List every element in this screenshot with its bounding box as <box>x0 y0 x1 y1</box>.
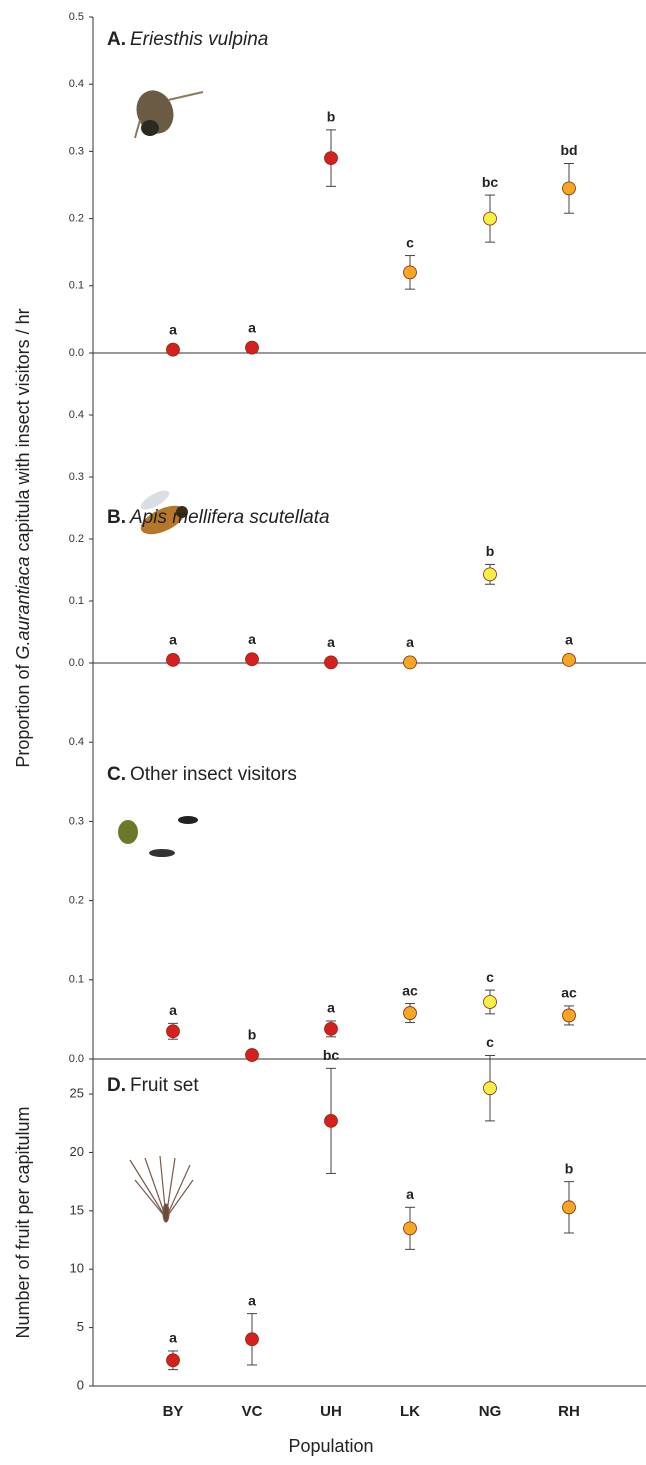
significance-letter: a <box>248 631 256 647</box>
point <box>245 1332 259 1347</box>
panel-title-text: Fruit set <box>130 1075 199 1096</box>
panel-title-text: Other insect visitors <box>130 764 297 785</box>
significance-letter: a <box>327 1000 335 1016</box>
x-tick-label: UH <box>320 1403 342 1420</box>
y-tick-label: 10 <box>70 1261 84 1276</box>
point <box>403 265 417 280</box>
x-tick-label: VC <box>242 1403 263 1420</box>
point <box>324 1022 338 1036</box>
significance-letter: b <box>327 109 336 125</box>
y-tick-label: 0.0 <box>69 1053 84 1065</box>
y-tick-label: 0.1 <box>69 280 84 292</box>
point <box>166 1353 180 1368</box>
significance-letter: b <box>486 543 495 559</box>
significance-letter: a <box>169 1330 177 1346</box>
point <box>562 181 576 196</box>
y-tick-label: 0.4 <box>69 736 84 748</box>
significance-letter: a <box>406 634 414 650</box>
panel-label: B. <box>107 507 126 528</box>
point <box>324 655 338 670</box>
significance-letter: a <box>248 1292 256 1308</box>
y-tick-label: 0.0 <box>69 657 84 669</box>
y-tick-label: 0.3 <box>69 815 84 827</box>
point <box>324 1113 338 1128</box>
y-tick-label: 20 <box>70 1144 84 1159</box>
panel-title-text: Eriesthis vulpina <box>130 29 268 50</box>
y-tick-label: 0.3 <box>69 145 84 157</box>
point <box>562 653 576 667</box>
y-tick-label: 0.5 <box>69 11 84 23</box>
x-tick-label: RH <box>558 1403 580 1420</box>
significance-letter: b <box>565 1160 574 1176</box>
point <box>403 1006 417 1020</box>
y-tick-label: 0.4 <box>69 409 84 421</box>
y-axis-label-part: G.aurantiaca <box>13 556 33 659</box>
point <box>483 995 497 1009</box>
x-tick-label: NG <box>479 1403 502 1420</box>
point <box>562 1200 576 1215</box>
x-tick-label: LK <box>400 1403 420 1420</box>
significance-letter: bd <box>560 142 577 158</box>
significance-letter: a <box>406 1186 414 1202</box>
y-tick-label: 0.2 <box>69 213 84 225</box>
y-axis-label: Proportion of G.aurantiaca capitula with… <box>13 308 33 767</box>
significance-letter: bc <box>323 1047 340 1063</box>
point <box>483 211 497 226</box>
y-tick-label: 0.3 <box>69 471 84 483</box>
significance-letter: b <box>248 1027 257 1043</box>
y-tick-label: 0.4 <box>69 78 84 90</box>
bee-icon <box>140 490 188 535</box>
y-tick-label: 0.2 <box>69 533 84 545</box>
significance-letter: a <box>169 632 177 648</box>
significance-letter: a <box>327 634 335 650</box>
significance-letter: ac <box>561 985 577 1001</box>
point <box>166 1024 180 1039</box>
seed-icon <box>129 1155 194 1223</box>
panel-title: C. Other insect visitors <box>107 764 297 785</box>
significance-letter: a <box>169 321 177 337</box>
significance-letter: c <box>486 969 494 985</box>
point <box>562 1008 576 1023</box>
y-tick-label: 5 <box>77 1319 84 1334</box>
y-tick-label: 0.1 <box>69 595 84 607</box>
significance-letter: c <box>486 1034 494 1050</box>
point <box>245 652 259 667</box>
significance-letter: a <box>565 632 573 648</box>
point <box>166 342 180 357</box>
x-tick-label: BY <box>163 1403 184 1420</box>
point <box>483 567 497 582</box>
y-tick-label: 15 <box>70 1202 84 1217</box>
point <box>324 151 338 166</box>
point <box>245 340 259 355</box>
significance-letter: ac <box>402 982 418 998</box>
y-tick-label: 0 <box>77 1377 84 1392</box>
panel-title: A. Eriesthis vulpina <box>107 29 268 50</box>
y-axis-label-part: Proportion of <box>13 660 33 768</box>
significance-letter: c <box>406 234 414 250</box>
point <box>245 1048 259 1062</box>
significance-letter: a <box>248 319 256 335</box>
panel-title: D. Fruit set <box>107 1075 199 1096</box>
point <box>403 655 417 670</box>
y-tick-label: 0.0 <box>69 347 84 359</box>
point <box>403 1221 417 1236</box>
panel-label: A. <box>107 29 126 50</box>
beetle-icon <box>134 90 204 139</box>
panel-label: D. <box>107 1075 126 1096</box>
y-tick-label: 0.1 <box>69 974 84 986</box>
panel-title-text: Apis mellifera scutellata <box>129 507 330 528</box>
y-axis-label-part: capitula with insect visitors / hr <box>13 308 33 556</box>
point <box>483 1081 497 1096</box>
panel-title: B. Apis mellifera scutellata <box>107 507 330 528</box>
insects-icon <box>118 816 198 857</box>
panel-label: C. <box>107 764 126 785</box>
point <box>166 653 180 667</box>
significance-letter: a <box>169 1002 177 1018</box>
y-axis-label: Number of fruit per capitulum <box>13 1106 33 1338</box>
y-tick-label: 0.2 <box>69 895 84 907</box>
y-tick-label: 25 <box>70 1085 84 1100</box>
x-axis-label: Population <box>288 1436 373 1456</box>
significance-letter: bc <box>482 174 499 190</box>
